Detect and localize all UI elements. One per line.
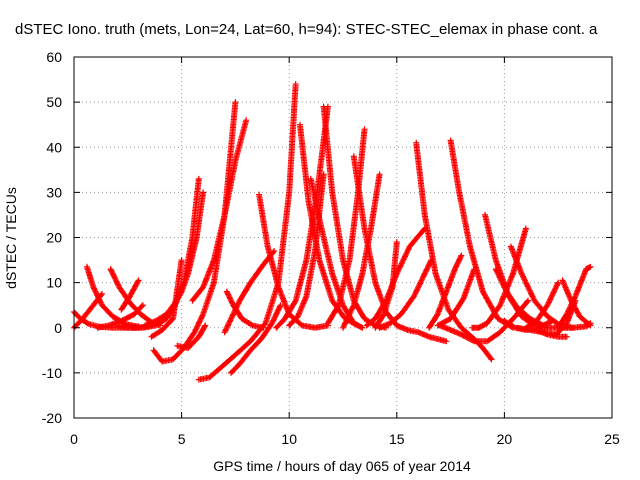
data-arc: [150, 99, 239, 365]
data-arc: [94, 302, 146, 331]
data-arc: [447, 137, 517, 331]
y-tick-label: 20: [46, 230, 62, 246]
grid-lines: [74, 57, 612, 418]
data-arc: [522, 279, 562, 331]
data-arc: [544, 320, 594, 331]
y-tick-label: -10: [42, 365, 62, 381]
data-arc: [559, 277, 594, 329]
data-arc: [376, 257, 435, 331]
data-arc: [174, 322, 209, 352]
data-arc: [426, 252, 465, 331]
y-tick-label: 0: [54, 320, 62, 336]
x-tick-label: 0: [70, 431, 78, 447]
data-arc: [533, 327, 570, 340]
y-tick-label: 10: [46, 275, 62, 291]
x-axis-label: GPS time / hours of day 065 of year 2014: [213, 458, 471, 474]
data-arc: [195, 81, 299, 383]
data-arc: [297, 121, 362, 329]
y-tick-label: 60: [46, 49, 62, 65]
x-tick-label: 15: [389, 431, 405, 447]
data-arc: [148, 257, 185, 340]
chart-title: dSTEC Iono. truth (mets, Lon=24, Lat=60,…: [15, 21, 598, 38]
data-arc: [118, 277, 142, 313]
x-tick-label: 20: [497, 431, 513, 447]
y-tick-label: 40: [46, 139, 62, 155]
data-arc: [223, 288, 267, 331]
y-tick-label: -20: [42, 410, 62, 426]
y-tick-label: 30: [46, 184, 62, 200]
axis-ticks: [73, 56, 613, 419]
y-tick-label: 50: [46, 94, 62, 110]
data-arc: [228, 302, 284, 376]
tick-labels: 0 5 10 15 20 25 -20 -10 0 10 20 30 40 50 60: [42, 49, 620, 447]
data-arc: [372, 239, 400, 331]
x-tick-label: 10: [281, 431, 297, 447]
x-tick-label: 5: [178, 431, 186, 447]
data-arc: [189, 117, 250, 304]
data-points: [71, 81, 594, 383]
x-tick-label: 25: [604, 431, 620, 447]
y-axis-label: dSTEC / TECUs: [3, 187, 19, 289]
